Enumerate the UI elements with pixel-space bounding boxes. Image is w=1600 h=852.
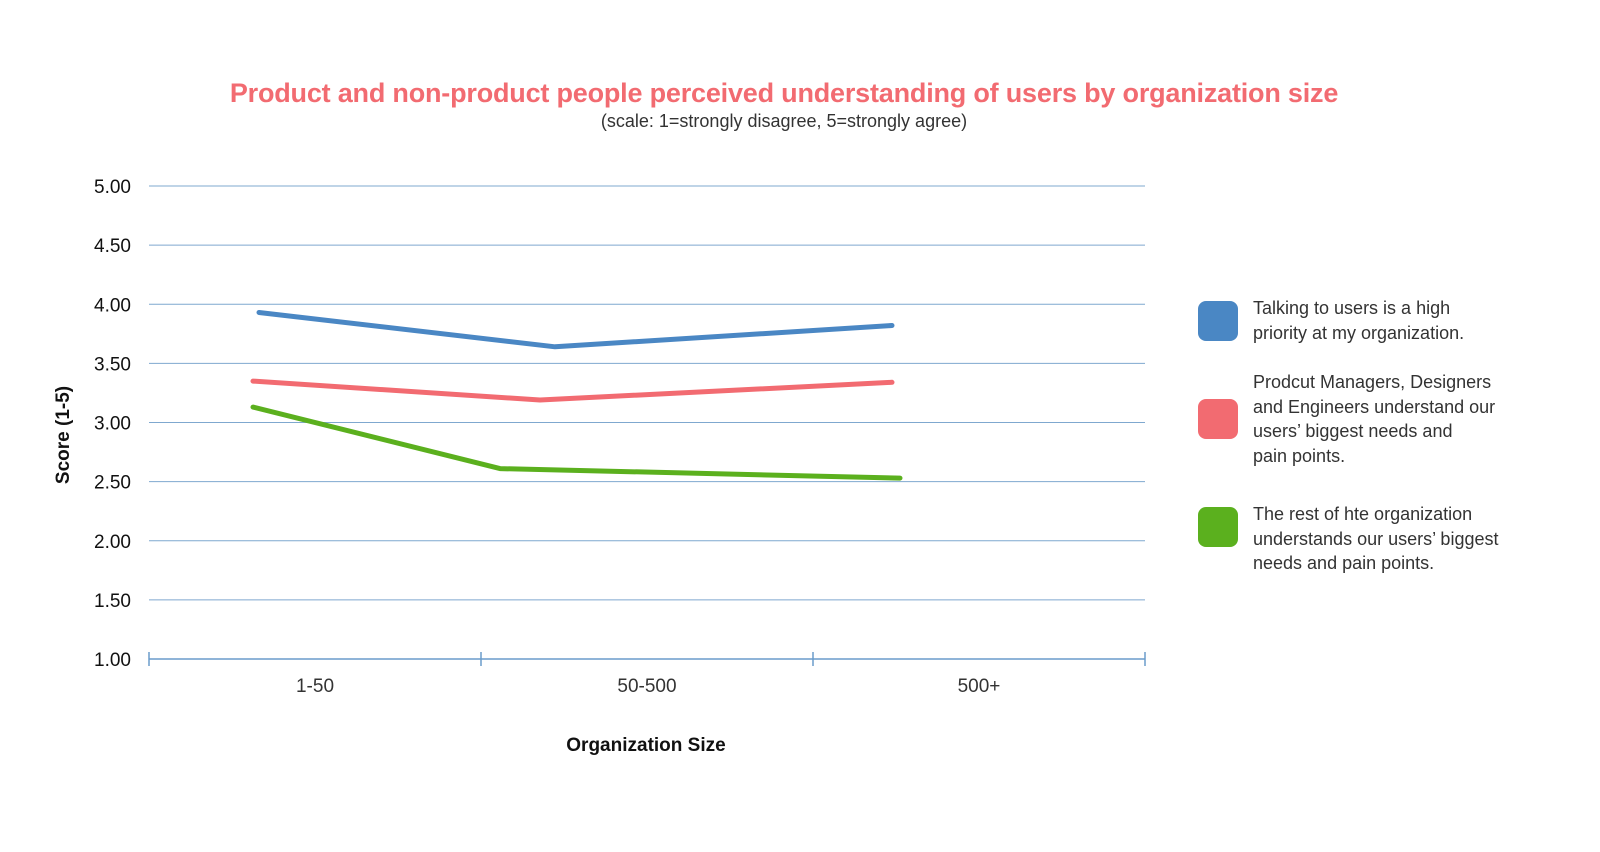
chart-title: Product and non-product people perceived… — [229, 78, 1339, 108]
legend-label: Prodcut Managers, Designers and Engineer… — [1253, 372, 1496, 466]
y-tick-label: 4.50 — [94, 236, 131, 257]
y-axis-title: Score (1-5) — [53, 386, 74, 484]
series-lines — [250, 310, 903, 481]
x-tick-label: 1-50 — [296, 676, 334, 697]
gridlines — [149, 185, 1145, 601]
x-axis: 1-50 50-500 500+ — [148, 652, 1146, 697]
y-tick-label: 3.50 — [94, 354, 131, 375]
legend-label: Talking to users is a high priority at m… — [1253, 298, 1465, 343]
y-tick-label: 2.50 — [94, 473, 131, 494]
y-tick-label: 3.00 — [94, 414, 131, 435]
series-line-2 — [250, 378, 895, 403]
legend-swatch — [1198, 301, 1238, 341]
legend-item: Prodcut Managers, Designers and Engineer… — [1198, 370, 1495, 468]
x-axis-title: Organization Size — [566, 735, 725, 756]
chart-subtitle: (scale: 1=strongly disagree, 5=strongly … — [600, 111, 968, 131]
legend-item: Talking to users is a high priority at m… — [1198, 296, 1464, 345]
legend-label: The rest of hte organization understands… — [1253, 504, 1499, 573]
legend-item: The rest of hte organization understands… — [1198, 502, 1498, 576]
x-tick-label: 50-500 — [617, 676, 676, 697]
y-tick-label: 4.00 — [94, 295, 131, 316]
y-axis-ticks: 1.00 1.50 2.00 2.50 3.00 3.50 4.00 4.50 5.00 — [94, 177, 131, 671]
x-tick-label: 500+ — [958, 676, 1001, 697]
legend-swatch — [1198, 507, 1238, 547]
legend-swatch — [1198, 399, 1238, 439]
y-tick-label: 1.00 — [94, 650, 131, 671]
y-tick-label: 5.00 — [94, 177, 131, 198]
series-line-3 — [250, 404, 903, 481]
y-tick-label: 2.00 — [94, 532, 131, 553]
series-line-1 — [256, 310, 895, 350]
y-tick-label: 1.50 — [94, 591, 131, 612]
